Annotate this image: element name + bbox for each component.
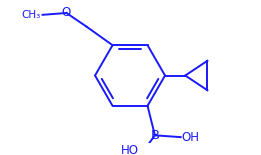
Text: HO: HO [121, 144, 139, 155]
Text: B: B [150, 129, 159, 142]
Text: CH₃: CH₃ [21, 10, 41, 20]
Text: O: O [62, 7, 71, 20]
Text: OH: OH [182, 131, 200, 144]
